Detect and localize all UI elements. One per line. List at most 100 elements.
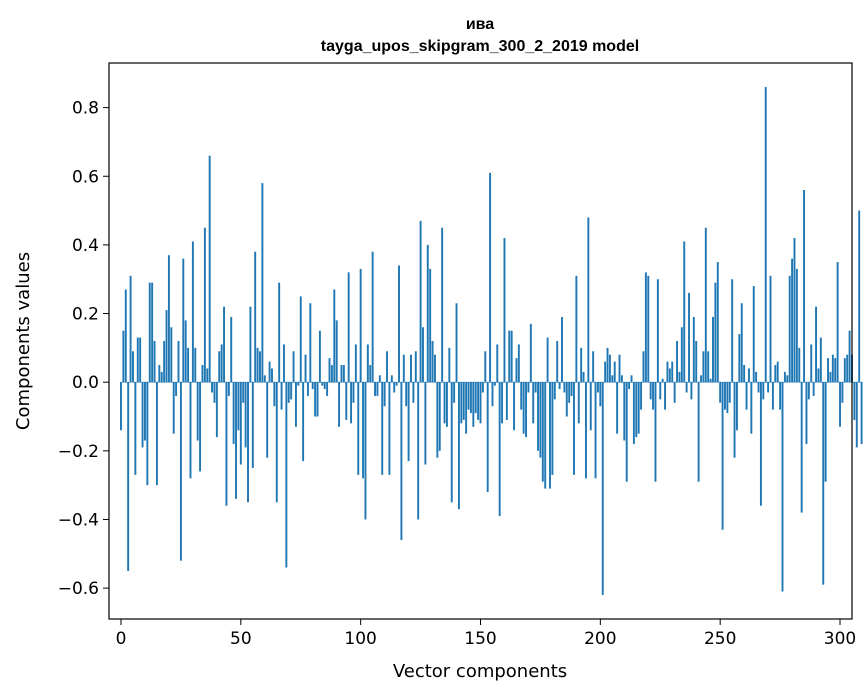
bar <box>328 358 331 383</box>
bar <box>376 382 379 396</box>
bar <box>529 323 532 383</box>
bar <box>534 382 537 393</box>
bar <box>199 382 202 472</box>
bar <box>223 306 226 383</box>
bar <box>163 341 166 383</box>
bar <box>565 382 568 417</box>
bar <box>302 382 305 462</box>
bar <box>767 382 770 393</box>
bar <box>676 341 678 383</box>
bar <box>232 382 235 444</box>
bar <box>235 382 237 499</box>
bar <box>345 382 348 420</box>
bar <box>381 382 384 475</box>
bar <box>592 351 595 383</box>
bar <box>656 279 659 383</box>
bar <box>570 382 573 396</box>
bar <box>632 382 635 444</box>
bar <box>664 382 667 410</box>
bar <box>297 382 300 386</box>
y-tick-label: −0.2 <box>58 442 99 462</box>
bar <box>338 382 341 427</box>
y-axis-ticks: −0.6 −0.4 −0.2 0.0 0.2 0.4 0.6 0.8 <box>58 99 109 599</box>
bar <box>378 375 381 383</box>
bar <box>400 382 403 541</box>
bar <box>127 382 130 571</box>
bar <box>716 262 719 383</box>
bar <box>721 382 724 530</box>
bar <box>283 344 285 383</box>
bar <box>369 365 372 383</box>
bar <box>453 382 456 403</box>
bar <box>263 375 266 383</box>
bar <box>304 354 307 383</box>
bar <box>251 382 254 468</box>
bar <box>441 227 444 383</box>
y-tick-label: 0.0 <box>72 373 99 393</box>
bar <box>285 382 288 568</box>
bar <box>733 382 736 458</box>
bar <box>613 361 616 383</box>
bar <box>429 268 432 383</box>
x-tick-label: 0 <box>116 629 127 649</box>
bar <box>584 382 587 479</box>
bar <box>843 358 846 383</box>
bar <box>299 296 302 383</box>
bar <box>167 255 170 383</box>
bar <box>158 365 161 383</box>
bar <box>558 382 561 390</box>
y-tick-label: 0.2 <box>72 305 99 325</box>
bar <box>647 275 650 383</box>
bar <box>261 183 264 383</box>
bar <box>410 354 412 383</box>
bar <box>352 382 355 403</box>
bar <box>786 375 789 383</box>
bar <box>611 375 614 383</box>
bar <box>539 382 542 458</box>
bar <box>354 344 357 383</box>
bar <box>256 347 259 383</box>
bar <box>690 382 693 400</box>
bar <box>438 382 441 451</box>
bar <box>244 382 247 448</box>
bar <box>577 382 580 424</box>
bar <box>179 382 182 561</box>
bar <box>259 351 261 383</box>
bar <box>151 282 154 383</box>
bar <box>608 354 611 383</box>
bar <box>357 382 360 475</box>
bar <box>362 382 365 479</box>
bar <box>812 382 815 396</box>
bar <box>280 382 283 410</box>
bar <box>309 303 312 383</box>
bar <box>371 251 374 383</box>
bar <box>242 382 245 403</box>
bar <box>589 382 592 431</box>
bar <box>731 279 734 383</box>
bar <box>841 382 844 403</box>
x-tick-label: 300 <box>824 629 856 649</box>
bar <box>596 382 599 393</box>
bar <box>635 382 638 438</box>
bar <box>477 382 480 420</box>
bar <box>743 365 746 383</box>
x-axis-ticks: 0 50 100 150 200 250 300 <box>116 619 856 649</box>
bar <box>795 268 798 383</box>
bar <box>294 382 297 427</box>
chart-title: ива <box>466 16 494 33</box>
bar <box>755 371 758 383</box>
x-tick-label: 100 <box>344 629 376 649</box>
bar <box>774 365 777 383</box>
bar <box>175 382 178 396</box>
bar <box>165 310 168 383</box>
bar <box>580 347 583 383</box>
bar <box>831 354 834 383</box>
bar <box>745 382 748 410</box>
bar <box>484 351 487 383</box>
bar <box>853 382 856 420</box>
bar <box>445 382 448 427</box>
bar <box>620 375 623 383</box>
bar <box>160 371 163 383</box>
bar <box>630 375 633 383</box>
bar <box>673 382 676 403</box>
